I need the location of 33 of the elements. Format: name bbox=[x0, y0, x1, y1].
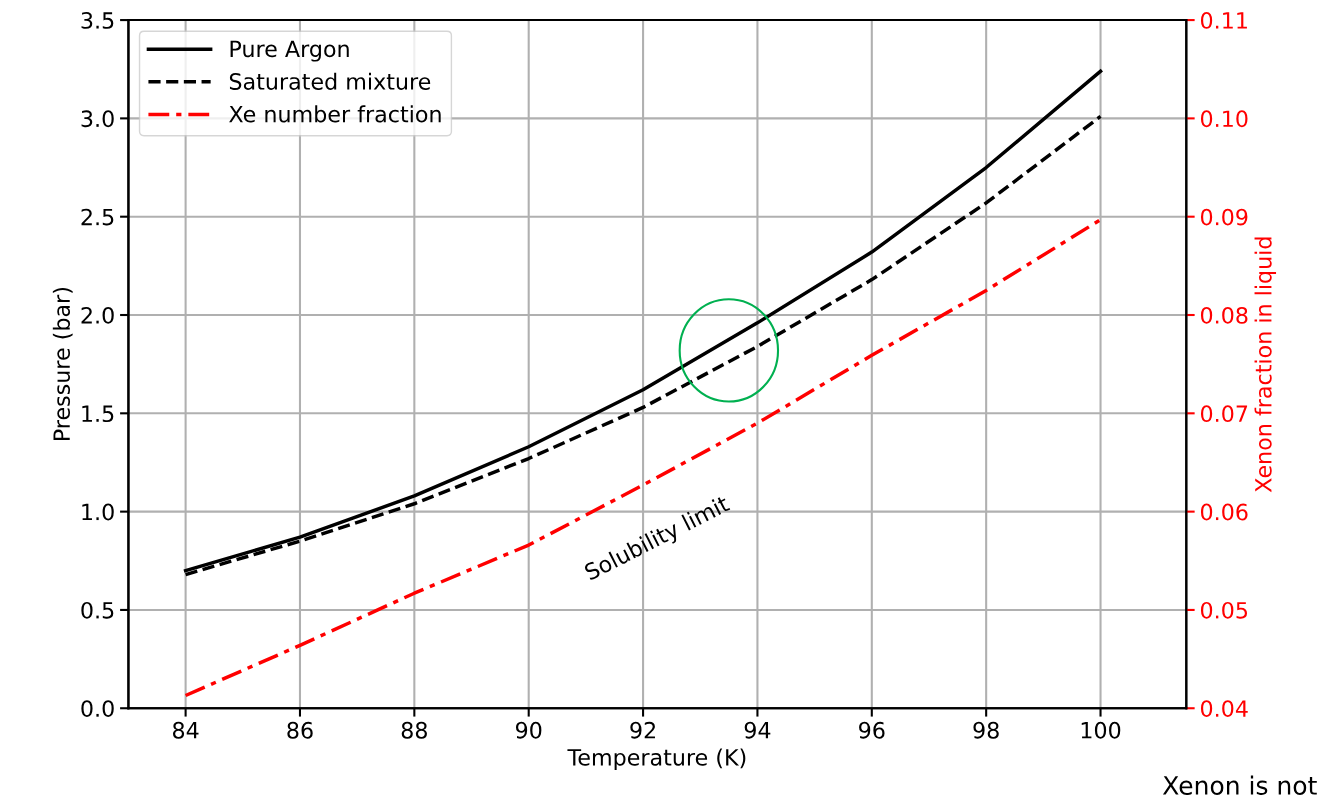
y2-tick-label: 0.11 bbox=[1200, 12, 1247, 29]
y-tick-label: 0.0 bbox=[81, 700, 114, 717]
y2-tick-label: 0.04 bbox=[1200, 700, 1248, 717]
x-tick-label: 92 bbox=[630, 721, 655, 739]
x-tick-label: 88 bbox=[401, 721, 427, 739]
y2-tick-label: 0.05 bbox=[1200, 601, 1248, 619]
x-axis-title: Temperature (K) bbox=[567, 748, 746, 771]
text: Xenon is not bbox=[1162, 775, 1317, 795]
x-tick-label: 100 bbox=[1081, 721, 1121, 739]
y-tick-label: 3.5 bbox=[81, 12, 114, 29]
legend-label: Pure Argon bbox=[230, 40, 349, 62]
y2-tick-label: 0.09 bbox=[1200, 208, 1248, 226]
y2-tick-label: 0.10 bbox=[1200, 110, 1248, 128]
y2-tick-label: 0.08 bbox=[1200, 306, 1248, 324]
legend-label: Xe number fraction bbox=[229, 105, 441, 123]
legend-label: Saturated mixture bbox=[229, 72, 431, 90]
y-tick-label: 0.5 bbox=[81, 601, 114, 619]
x-tick-label: 98 bbox=[973, 721, 999, 739]
y-tick-label: 3.0 bbox=[81, 110, 114, 128]
y-tick-label: 1.0 bbox=[82, 503, 114, 521]
x-tick-label: 90 bbox=[515, 721, 542, 739]
x-tick-label: 86 bbox=[287, 721, 313, 739]
y-tick-label: 1.5 bbox=[82, 405, 114, 423]
y-tick-label: 2.0 bbox=[81, 306, 114, 324]
x-tick-label: 96 bbox=[859, 721, 885, 739]
x-tick-label: 84 bbox=[172, 721, 199, 739]
y2-axis-title: Xenon fraction in liquid bbox=[1254, 237, 1277, 493]
y-tick-label: 2.5 bbox=[81, 208, 114, 226]
x-tick-label: 94 bbox=[744, 721, 771, 739]
line-series bbox=[183, 217, 1103, 698]
y-axis-title: Pressure (bar) bbox=[52, 288, 73, 441]
y2-tick-label: 0.06 bbox=[1200, 503, 1248, 521]
y2-tick-label: 0.07 bbox=[1200, 405, 1248, 423]
